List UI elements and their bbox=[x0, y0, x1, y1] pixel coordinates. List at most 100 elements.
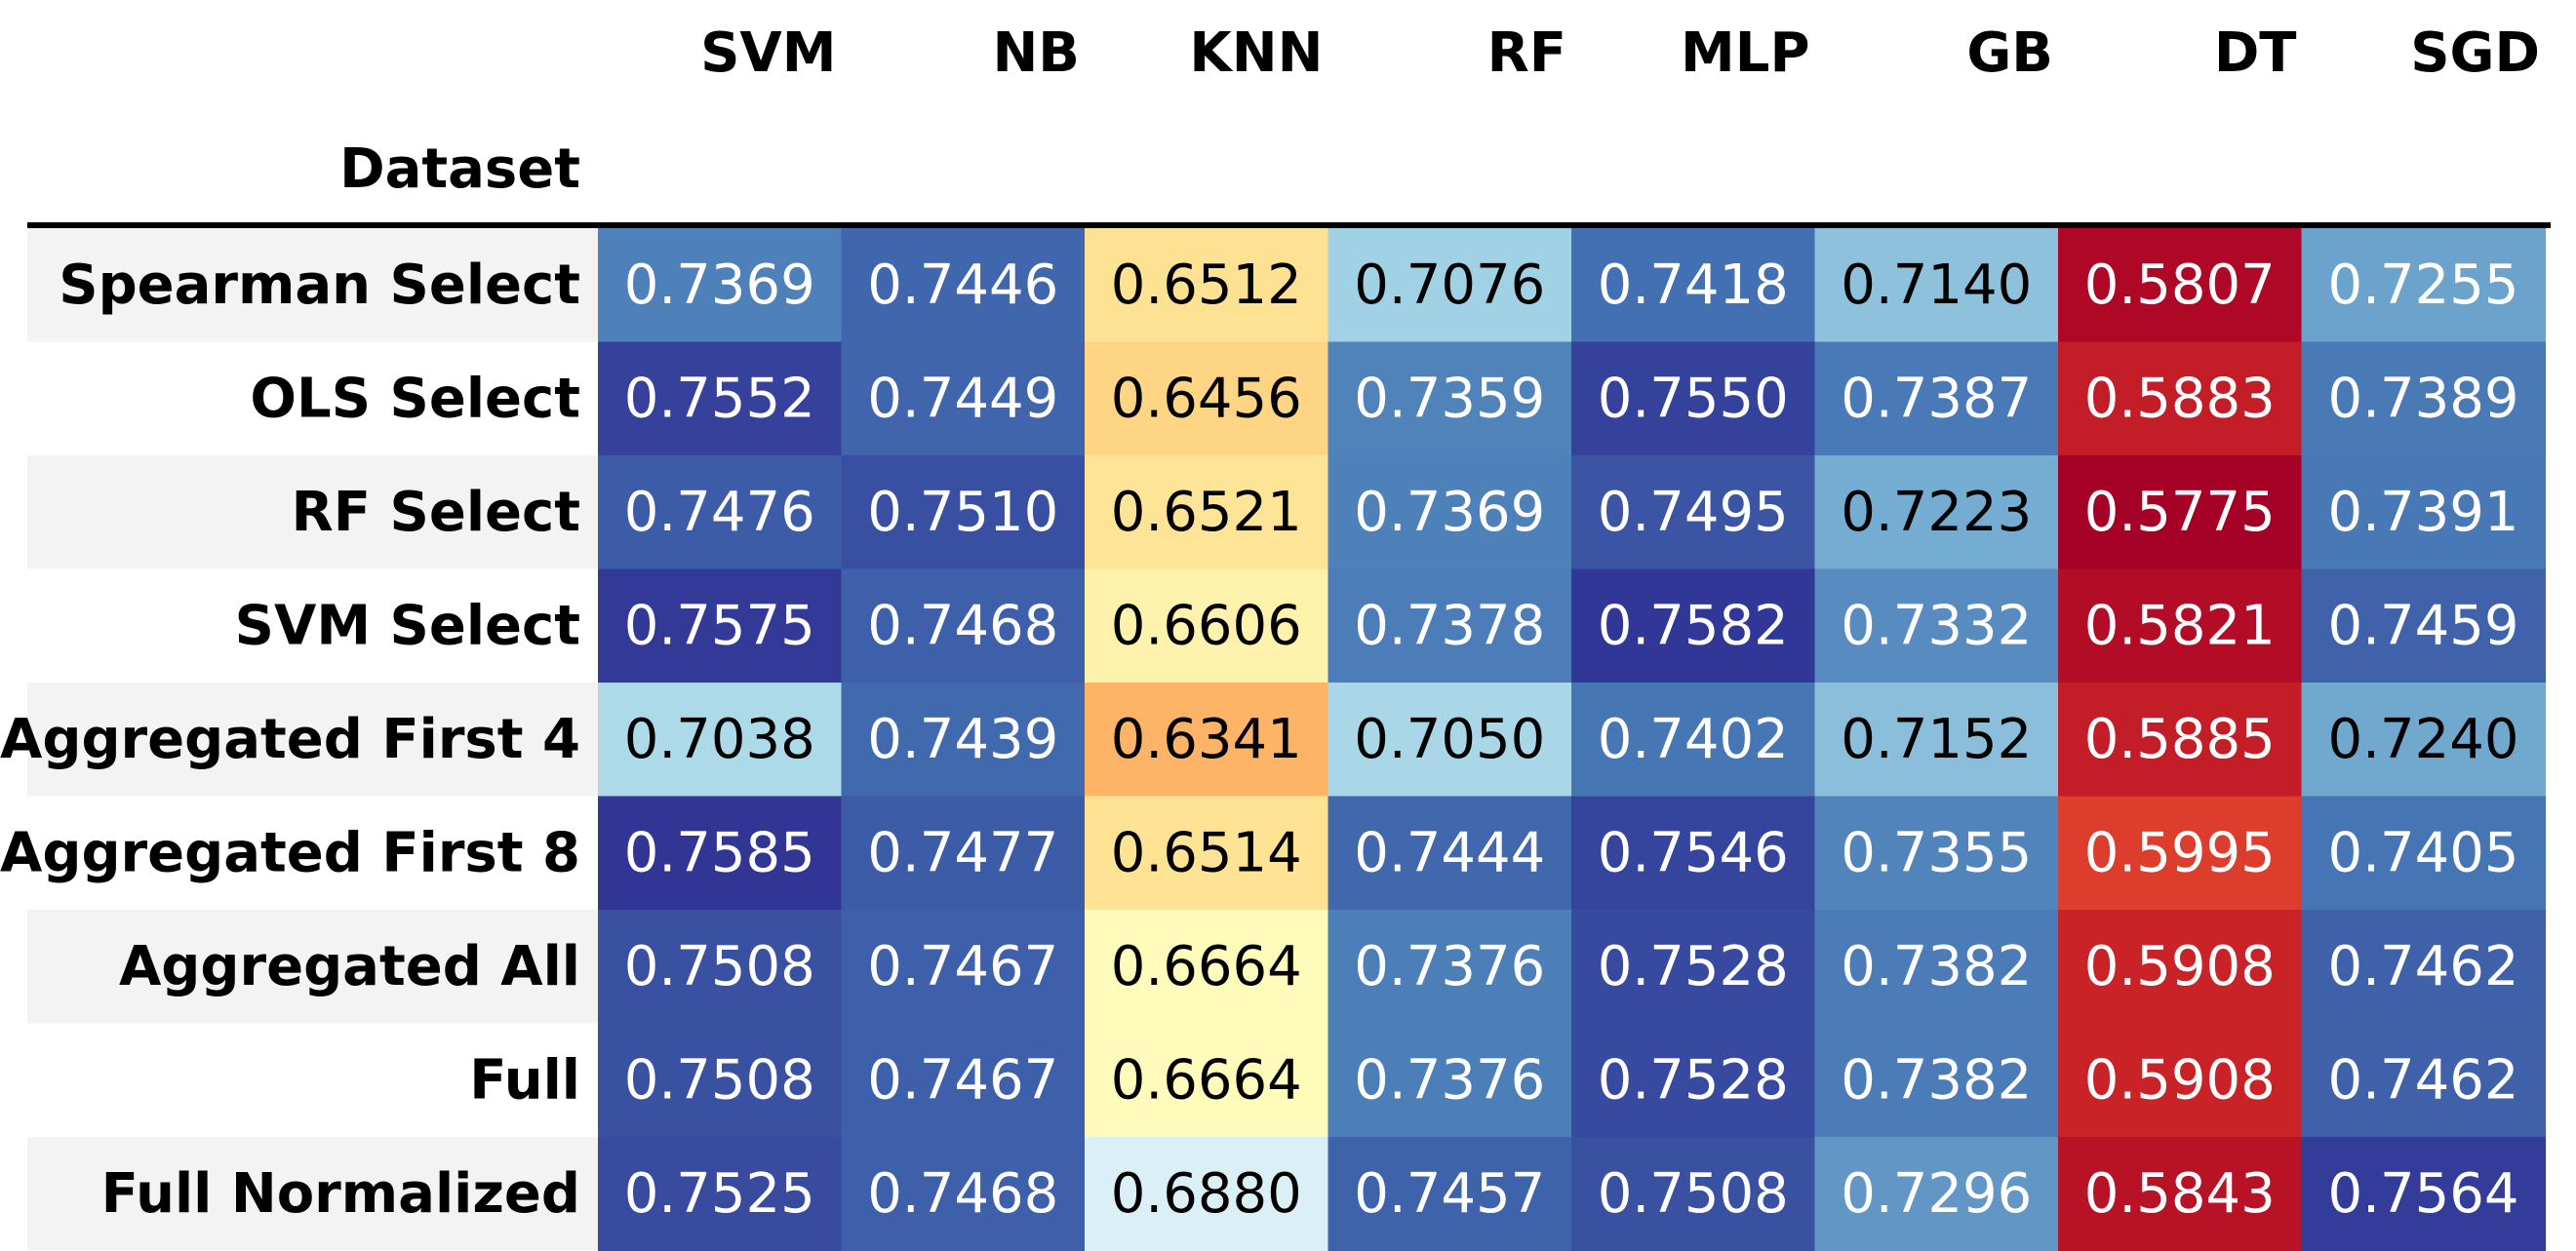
cell-value-label: 0.7477 bbox=[867, 821, 1058, 884]
cell-value-label: 0.5883 bbox=[2084, 367, 2276, 430]
row-band bbox=[27, 228, 598, 342]
cell-value-label: 0.7468 bbox=[867, 1162, 1058, 1226]
cell-value-label: 0.6341 bbox=[1111, 708, 1302, 771]
cell-value-label: 0.7355 bbox=[1841, 821, 2032, 884]
heatmap-cell bbox=[2058, 228, 2303, 343]
heatmap-cell bbox=[2058, 1023, 2303, 1138]
heatmap-cell bbox=[1814, 1023, 2059, 1138]
heatmap-cell bbox=[598, 796, 843, 911]
heatmap-cell bbox=[1814, 455, 2059, 570]
cell-value-label: 0.7152 bbox=[1841, 708, 2032, 771]
heatmap-cell bbox=[1571, 568, 1816, 684]
cell-value-label: 0.7140 bbox=[1841, 254, 2032, 317]
cell-value-label: 0.6521 bbox=[1111, 481, 1302, 544]
heatmap-cell bbox=[2301, 910, 2547, 1025]
heatmap-cell bbox=[841, 455, 1086, 570]
column-label-nb: NB bbox=[992, 21, 1080, 85]
cell-value-label: 0.6880 bbox=[1111, 1162, 1302, 1226]
heatmap-cell bbox=[1571, 796, 1816, 911]
cell-value-label: 0.5908 bbox=[2084, 935, 2276, 998]
row-label-aggregated-all: Aggregated All bbox=[119, 935, 580, 998]
cell-value-label: 0.7508 bbox=[624, 1048, 815, 1112]
cell-value-label: 0.7528 bbox=[1598, 935, 1789, 998]
cell-value-label: 0.7382 bbox=[1841, 935, 2032, 998]
heatmap-cell bbox=[841, 910, 1086, 1025]
row-bands bbox=[27, 228, 598, 1251]
row-label-aggregated-first-4: Aggregated First 4 bbox=[0, 708, 580, 771]
heatmap-cell bbox=[598, 455, 843, 570]
cell-value-label: 0.7444 bbox=[1354, 821, 1545, 884]
heatmap-cell bbox=[2301, 455, 2547, 570]
heatmap-cell bbox=[841, 796, 1086, 911]
cell-value-label: 0.7376 bbox=[1354, 935, 1545, 998]
cell-value-label: 0.7418 bbox=[1598, 254, 1789, 317]
heatmap-cell bbox=[841, 683, 1086, 798]
row-label-aggregated-first-8: Aggregated First 8 bbox=[0, 821, 580, 884]
cell-value-label: 0.6512 bbox=[1111, 254, 1302, 317]
cell-value-label: 0.7582 bbox=[1598, 594, 1789, 657]
cell-value-label: 0.7240 bbox=[2328, 708, 2519, 771]
heatmap-cell bbox=[598, 1023, 843, 1138]
column-label-knn: KNN bbox=[1189, 21, 1323, 85]
cell-value-label: 0.7439 bbox=[867, 708, 1058, 771]
heatmap-cell bbox=[2301, 796, 2547, 911]
cell-value-label: 0.7510 bbox=[867, 481, 1058, 544]
index-label: Dataset bbox=[339, 137, 580, 201]
heatmap-cell bbox=[841, 1023, 1086, 1138]
cell-value-label: 0.6514 bbox=[1111, 821, 1302, 884]
heatmap-cell bbox=[2058, 1137, 2303, 1251]
heatmap-cell bbox=[841, 228, 1086, 343]
cell-value-label: 0.7378 bbox=[1354, 594, 1545, 657]
cell-value-label: 0.7369 bbox=[1354, 481, 1545, 544]
heatmap-cell bbox=[2301, 228, 2547, 343]
heatmap-cell bbox=[1328, 341, 1572, 456]
heatmap-cell bbox=[598, 341, 843, 456]
column-label-mlp: MLP bbox=[1681, 21, 1809, 85]
column-label-gb: GB bbox=[1966, 21, 2053, 85]
cell-value-label: 0.5995 bbox=[2084, 821, 2276, 884]
row-label-rf-select: RF Select bbox=[292, 481, 580, 544]
cell-value-label: 0.7359 bbox=[1354, 367, 1545, 430]
cell-value-label: 0.7405 bbox=[2328, 821, 2519, 884]
heatmap-cell bbox=[1571, 1137, 1816, 1251]
row-label-spearman-select: Spearman Select bbox=[59, 254, 580, 317]
heatmap-cell bbox=[1814, 683, 2059, 798]
cell-value-label: 0.7546 bbox=[1598, 821, 1789, 884]
heatmap-cell bbox=[1814, 796, 2059, 911]
cell-value-label: 0.7575 bbox=[624, 594, 815, 657]
row-band bbox=[27, 910, 598, 1024]
cell-value-label: 0.7462 bbox=[2328, 1048, 2519, 1112]
heatmap-cell bbox=[2301, 1137, 2547, 1251]
cell-value-label: 0.5775 bbox=[2084, 481, 2276, 544]
cell-value-label: 0.5908 bbox=[2084, 1048, 2276, 1112]
cell-value-label: 0.7459 bbox=[2328, 594, 2519, 657]
heatmap-cell bbox=[841, 341, 1086, 456]
heatmap-cell bbox=[1328, 1023, 1572, 1138]
column-label-rf: RF bbox=[1487, 21, 1566, 85]
heatmap-cell bbox=[2301, 1023, 2547, 1138]
column-label-dt: DT bbox=[2214, 21, 2297, 85]
heatmap-cell bbox=[598, 683, 843, 798]
heatmap-cells: 0.7369 0.7446 0.6512 0.7076 0.7418 0.7140 0.58… bbox=[598, 228, 2547, 1251]
cell-value-label: 0.7467 bbox=[867, 935, 1058, 998]
row-label-full: Full bbox=[469, 1048, 580, 1112]
heatmap-cell bbox=[1085, 683, 1329, 798]
heatmap-cell bbox=[1328, 910, 1572, 1025]
heatmap-cell bbox=[2301, 341, 2547, 456]
heatmap-cell bbox=[1814, 568, 2059, 684]
cell-value-label: 0.7382 bbox=[1841, 1048, 2032, 1112]
cell-value-label: 0.7332 bbox=[1841, 594, 2032, 657]
row-label-ols-select: OLS Select bbox=[250, 367, 580, 430]
cell-value-label: 0.7050 bbox=[1354, 708, 1545, 771]
row-label-full-normalized: Full Normalized bbox=[101, 1162, 580, 1226]
cell-value-label: 0.7476 bbox=[624, 481, 815, 544]
cell-value-label: 0.7038 bbox=[624, 708, 815, 771]
heatmap-cell bbox=[841, 1137, 1086, 1251]
cell-value-label: 0.7255 bbox=[2328, 254, 2519, 317]
cell-value-label: 0.7369 bbox=[624, 254, 815, 317]
cell-value-label: 0.7457 bbox=[1354, 1162, 1545, 1226]
heatmap-cell bbox=[1328, 568, 1572, 684]
heatmap-cell bbox=[598, 1137, 843, 1251]
cell-value-label: 0.6664 bbox=[1111, 935, 1302, 998]
